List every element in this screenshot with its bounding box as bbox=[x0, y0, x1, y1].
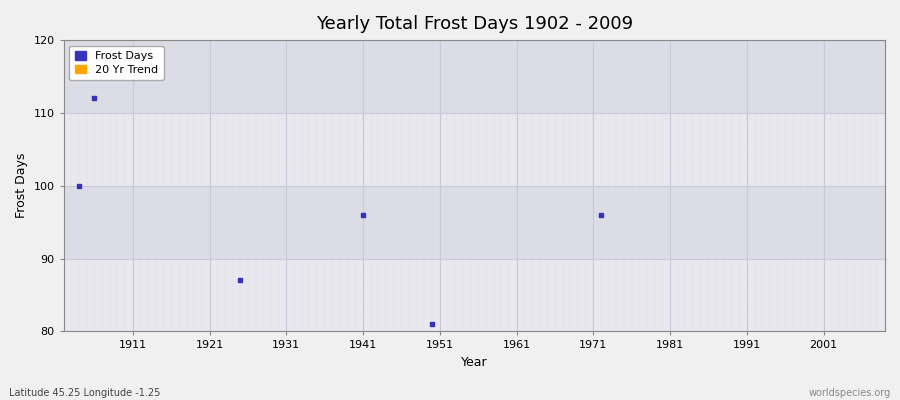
Y-axis label: Frost Days: Frost Days bbox=[15, 153, 28, 218]
Bar bbox=[64, 186, 885, 258]
Text: worldspecies.org: worldspecies.org bbox=[809, 388, 891, 398]
Frost Days bbox=[72, 182, 86, 189]
Bar bbox=[64, 113, 885, 186]
Frost Days bbox=[425, 321, 439, 327]
Frost Days bbox=[87, 95, 102, 102]
Frost Days bbox=[594, 212, 608, 218]
Bar bbox=[64, 258, 885, 332]
Title: Yearly Total Frost Days 1902 - 2009: Yearly Total Frost Days 1902 - 2009 bbox=[316, 15, 633, 33]
X-axis label: Year: Year bbox=[461, 356, 488, 369]
Frost Days bbox=[356, 212, 370, 218]
Text: Latitude 45.25 Longitude -1.25: Latitude 45.25 Longitude -1.25 bbox=[9, 388, 160, 398]
Bar bbox=[64, 40, 885, 113]
Legend: Frost Days, 20 Yr Trend: Frost Days, 20 Yr Trend bbox=[69, 46, 164, 80]
Frost Days bbox=[233, 277, 248, 284]
